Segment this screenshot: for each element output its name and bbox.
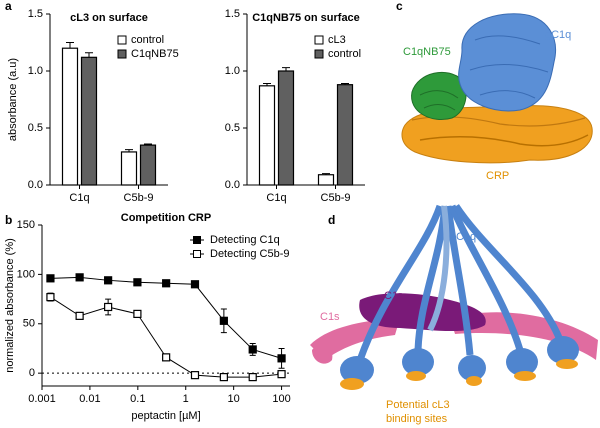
panel-letter: a xyxy=(5,0,12,13)
bar xyxy=(120,151,138,186)
structure-label: C1r xyxy=(384,290,402,302)
y-tick-label: 1.0 xyxy=(28,65,43,77)
point xyxy=(46,274,55,283)
point xyxy=(46,293,55,302)
x-tick-label: 0.001 xyxy=(28,393,56,405)
point xyxy=(219,373,228,382)
legend-marker xyxy=(117,49,127,59)
y-axis-label: absorbance (a.u) xyxy=(7,58,19,141)
point xyxy=(133,309,142,318)
legend-marker xyxy=(117,35,127,45)
bar xyxy=(317,174,335,186)
legend-label: control xyxy=(131,34,164,46)
y-tick-label: 0.5 xyxy=(225,122,240,134)
panel-letter: c xyxy=(396,0,403,13)
structure-label: CRP xyxy=(486,170,509,182)
point xyxy=(190,280,200,289)
point xyxy=(190,371,200,380)
x-tick-label: 0.01 xyxy=(79,393,100,405)
point xyxy=(248,345,257,354)
panel-letter: b xyxy=(5,213,12,227)
x-tick-label: C5b-9 xyxy=(321,192,351,204)
legend-label: C1qNB75 xyxy=(131,48,179,60)
x-tick-label: 100 xyxy=(272,393,290,405)
y-tick-label: 100 xyxy=(17,268,35,280)
y-tick-label: 50 xyxy=(23,318,35,330)
bar xyxy=(277,70,295,186)
y-tick-label: 0.0 xyxy=(28,179,43,191)
x-tick-label: C1q xyxy=(266,192,286,204)
point xyxy=(104,276,113,285)
y-axis-label: normalized absorbance (%) xyxy=(4,238,16,373)
structure-label: binding sites xyxy=(386,413,448,425)
bar xyxy=(258,85,276,186)
y-tick-label: 0 xyxy=(29,367,35,379)
y-tick-label: 0.0 xyxy=(225,179,240,191)
series-line xyxy=(50,276,282,359)
series-line xyxy=(50,296,282,378)
bar xyxy=(139,144,157,186)
legend-label: Detecting C1q xyxy=(210,234,280,246)
point xyxy=(219,316,228,325)
chart-title: Competition CRP xyxy=(121,212,211,224)
legend-marker xyxy=(314,35,324,45)
point xyxy=(277,370,286,379)
structure-label: gC1q xyxy=(545,29,571,41)
structure-label: C1s xyxy=(320,311,340,323)
bar xyxy=(61,47,79,186)
structure-label: C1qNB75 xyxy=(403,46,451,58)
point xyxy=(133,278,142,287)
structure-d: C1q C1r C1s Potential cL3 binding sites xyxy=(310,204,598,425)
x-tick-label: C5b-9 xyxy=(124,192,154,204)
legend-label: cL3 xyxy=(328,34,346,46)
legend-label: Detecting C5b-9 xyxy=(210,248,290,260)
bar xyxy=(80,56,98,186)
point xyxy=(75,273,84,282)
point xyxy=(248,373,257,382)
y-tick-label: 1.5 xyxy=(225,8,240,20)
legend-marker xyxy=(314,49,324,59)
x-axis-label: peptactin [µM] xyxy=(131,410,200,422)
point xyxy=(104,302,113,312)
x-tick-label: C1q xyxy=(69,192,89,204)
y-tick-label: 1.0 xyxy=(225,65,240,77)
structure-label: C1q xyxy=(456,231,476,243)
point xyxy=(277,354,286,363)
chart-title: cL3 on surface xyxy=(70,12,148,24)
legend-marker xyxy=(193,236,201,244)
panel-letter: d xyxy=(328,213,335,227)
legend-marker xyxy=(193,250,201,258)
point xyxy=(75,311,84,320)
chart-title: C1qNB75 on surface xyxy=(252,12,360,24)
point xyxy=(162,279,171,288)
structure-label: Potential cL3 xyxy=(386,399,450,411)
x-tick-label: 1 xyxy=(183,393,189,405)
bar xyxy=(336,84,354,186)
y-tick-label: 0.5 xyxy=(28,122,43,134)
y-tick-label: 150 xyxy=(17,219,35,231)
legend-label: control xyxy=(328,48,361,60)
x-tick-label: 0.1 xyxy=(130,393,145,405)
point xyxy=(162,353,171,362)
x-tick-label: 10 xyxy=(228,393,240,405)
y-tick-label: 1.5 xyxy=(28,8,43,20)
structure-c: gC1q C1qNB75 CRP xyxy=(401,13,593,182)
